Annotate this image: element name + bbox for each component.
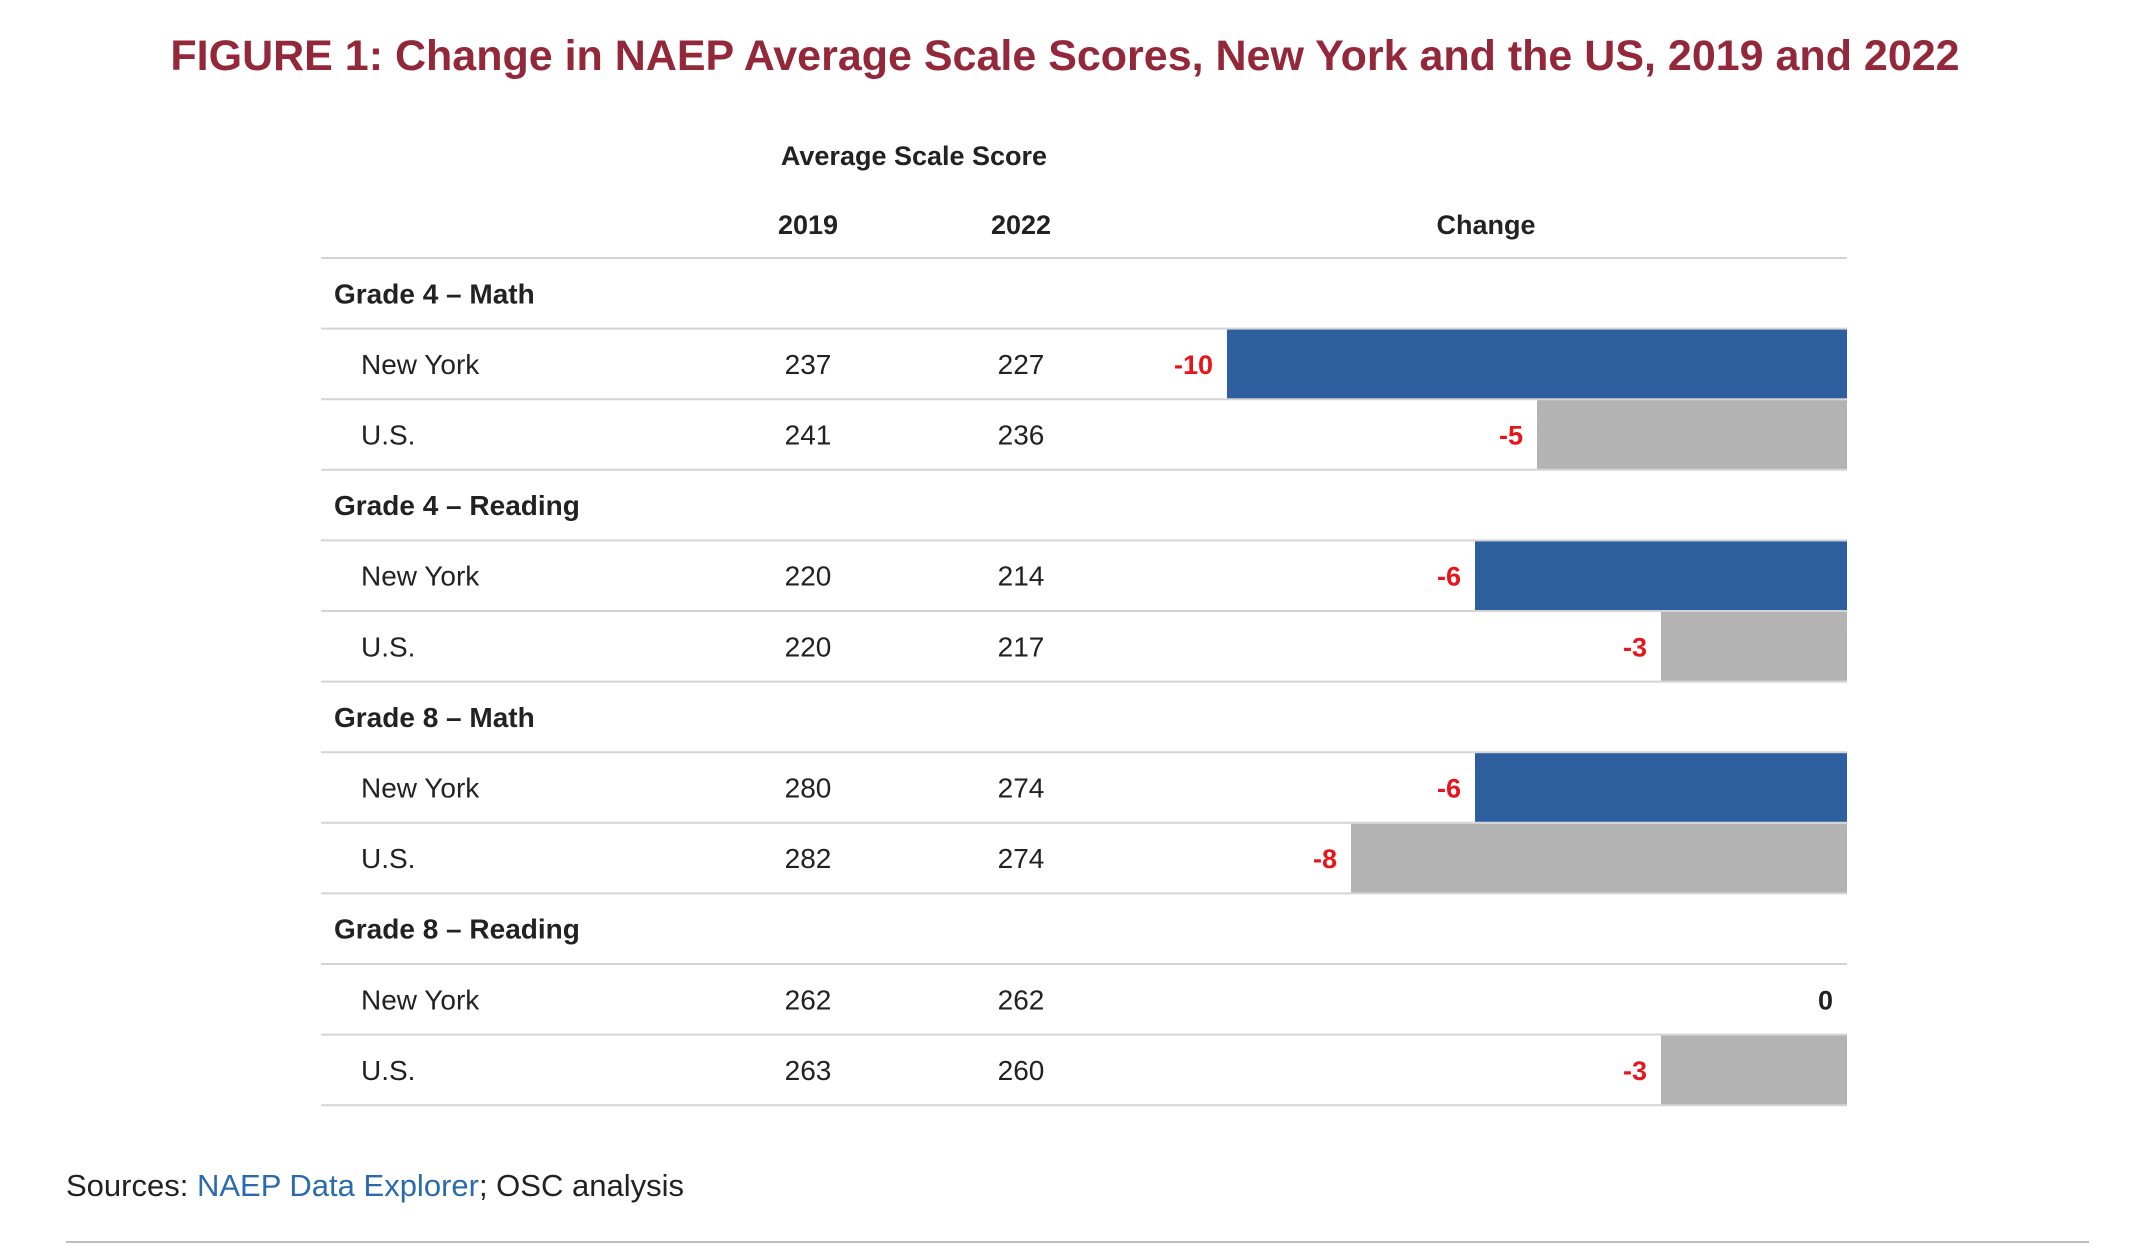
score-2022: 274 [998, 773, 1045, 804]
row-label: New York [361, 773, 480, 804]
row-label: New York [361, 561, 480, 592]
change-value-label: 0 [1818, 985, 1833, 1015]
score-2019: 220 [785, 561, 832, 592]
column-header-change: Change [1436, 210, 1535, 240]
group-label: Grade 8 – Reading [334, 914, 580, 945]
row-label: U.S. [361, 631, 415, 662]
change-bar-new-york [1475, 541, 1847, 611]
score-2022: 227 [998, 349, 1045, 380]
score-2022: 236 [998, 420, 1045, 451]
change-bar-new-york [1475, 753, 1847, 823]
change-value-label: -6 [1437, 562, 1461, 592]
score-2019: 263 [785, 1055, 832, 1086]
score-2022: 217 [998, 631, 1045, 662]
change-value-label: -8 [1313, 844, 1337, 874]
chart-title: FIGURE 1: Change in NAEP Average Scale S… [170, 32, 1960, 80]
table-body: Grade 4 – Math New York 237 227 -10 U.S. 241 23… [321, 278, 1847, 1107]
score-2019: 220 [785, 631, 832, 662]
sources-prefix: Sources: [66, 1168, 197, 1203]
score-2022: 274 [998, 843, 1045, 874]
row-label: U.S. [361, 843, 415, 874]
score-2019: 241 [785, 420, 832, 451]
change-value-label: -6 [1437, 774, 1461, 804]
change-value-label: -3 [1623, 1056, 1647, 1086]
row-label: U.S. [361, 420, 415, 451]
score-2019: 237 [785, 349, 832, 380]
score-2019: 282 [785, 843, 832, 874]
change-value-label: -3 [1623, 632, 1647, 662]
group-label: Grade 8 – Math [334, 702, 535, 733]
column-group-header: Average Scale Score [781, 141, 1047, 171]
group-label: Grade 4 – Reading [334, 490, 580, 521]
change-bar-us [1351, 823, 1847, 893]
sources-suffix: ; OSC analysis [478, 1168, 684, 1203]
change-bar-us [1661, 1035, 1847, 1105]
group-label: Grade 4 – Math [334, 278, 535, 309]
score-2019: 262 [785, 984, 832, 1015]
change-bar-new-york [1227, 329, 1847, 399]
column-header-2019: 2019 [778, 210, 838, 240]
score-2019: 280 [785, 773, 832, 804]
score-2022: 262 [998, 984, 1045, 1015]
score-2022: 260 [998, 1055, 1045, 1086]
change-bar-us [1537, 400, 1847, 470]
change-bar-us [1661, 612, 1847, 682]
change-value-label: -10 [1174, 350, 1213, 380]
column-header-2022: 2022 [991, 210, 1051, 240]
row-label: New York [361, 349, 480, 380]
sources-note: Sources: NAEP Data Explorer; OSC analysi… [66, 1162, 684, 1210]
naep-data-explorer-link[interactable]: NAEP Data Explorer [196, 1168, 479, 1203]
row-label: U.S. [361, 1055, 415, 1086]
change-value-label: -5 [1499, 421, 1523, 451]
row-label: New York [361, 984, 480, 1015]
score-2022: 214 [998, 561, 1045, 592]
bottom-divider [66, 1241, 2089, 1243]
chart-table: Average Scale Score 2019 2022 Change Gra… [321, 141, 1847, 1107]
